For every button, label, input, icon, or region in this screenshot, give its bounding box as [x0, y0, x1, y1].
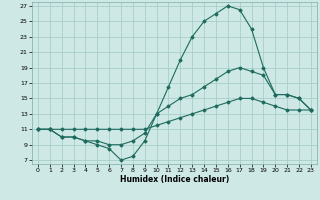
- X-axis label: Humidex (Indice chaleur): Humidex (Indice chaleur): [120, 175, 229, 184]
